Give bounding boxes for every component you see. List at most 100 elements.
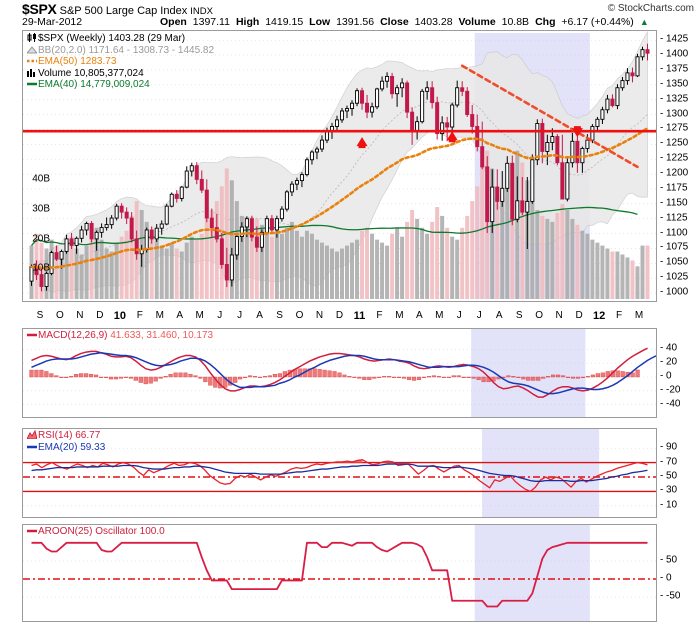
candlestick [144,229,149,251]
candlestick [410,111,415,133]
volume-bar [365,227,370,299]
macd-tick-20: 20 [666,356,678,368]
x-axis-label-13: O [295,310,304,321]
macd-histogram-bar [471,376,476,379]
macd-histogram-bar [133,376,138,381]
candlestick [430,87,435,104]
macd-histogram-bar [496,376,501,380]
symbol-description: S&P 500 Large Cap Index [59,5,188,17]
macd-histogram-bar [630,372,635,378]
volume-tick-40B: 40B [32,173,50,185]
volume-bar [445,227,450,299]
candlestick [214,227,219,240]
volume-bar [545,218,550,299]
candlestick [600,109,605,120]
macd-histogram-bar [327,370,332,378]
price-tickmark: - [660,48,664,60]
x-axis-label-11: A [256,310,263,321]
x-axis-label-26: N [555,310,563,321]
x-axis-label-28: 12 [592,310,606,322]
macd-tick-40: 40 [666,342,678,354]
volume-bar [410,209,415,299]
volume-bar [119,236,124,299]
price-tick-1000: 1000 [666,286,689,298]
candlestick [390,75,395,95]
volume-bar [269,236,274,299]
macd-histogram-bar [511,376,516,378]
x-axis-label-5: F [136,310,143,321]
macd-histogram-bar [233,376,238,383]
macd-histogram-bar [446,376,451,379]
macd-histogram-bar [531,376,536,381]
candlestick [455,87,460,106]
volume-bar [470,201,475,299]
candlestick [304,159,309,176]
price-tick-1175: 1175 [666,182,688,194]
volume-bar [615,251,620,299]
macd-histogram-bar [436,376,441,378]
candlestick [420,90,425,123]
volume-bar [89,233,94,299]
volume-bar [580,230,585,299]
descending-dashed-trendline [460,64,639,169]
rsi-legend: RSI(14) 66.77 EMA(20) 59.33 [27,430,105,453]
candlestick [570,140,575,164]
volume-bar [129,215,134,299]
rsi-plot-area [23,429,656,517]
macd-histogram-bar [29,369,34,378]
aroon-panel: AROON(25) Oscillator 100.0 [22,524,657,622]
solid-line-icon [27,442,38,451]
price-tickmark: - [660,78,664,90]
candlestick [635,56,640,77]
macd-histogram-bar [59,376,64,379]
price-tickmark: - [660,122,664,134]
price-legend-text-3: Volume 10,805,377,024 [38,67,144,79]
price-panel: $SPX (Weekly) 1403.28 (29 Mar) BB(20,2.0)… [22,30,657,302]
macd-histogram-bar [69,376,74,378]
quote-date: 29-Mar-2012 [22,16,83,28]
volume-tick-10B: 10B [32,262,50,274]
macd-histogram-bar [456,375,461,378]
price-tickmark: - [660,152,664,164]
macd-histogram-bar [252,376,258,378]
volume-bar [360,230,365,299]
candlestick [294,180,299,185]
candlestick [340,110,345,121]
macd-histogram-bar [466,376,471,379]
volume-bar [460,227,465,299]
x-axis-label-19: A [416,310,423,321]
candlestick [284,191,289,210]
macd-histogram-bar [247,375,253,378]
candlestick [470,114,475,127]
macd-histogram-bar [620,371,625,378]
volume-bar [390,233,395,299]
volume-bar [340,248,345,299]
volume-bar [189,236,194,299]
candlestick [164,205,169,225]
volume-bar [575,224,580,299]
quote-label-open: Open [160,16,187,28]
x-axis-label-12: S [276,310,283,321]
change-up-triangle-icon: ▲ [639,17,649,27]
macd-histogram-bar [506,375,511,378]
x-axis-label-4: 10 [113,310,126,322]
rsi-legend-text-1: EMA(20) 59.33 [38,441,106,453]
rsi-ema-20-of-rsi-line [31,463,648,482]
volume-bar [264,233,269,299]
candlestick [79,229,84,239]
candlestick [530,159,535,202]
candlestick [565,162,570,200]
macd-histogram-bar [615,370,620,378]
macd-histogram-bar [406,376,412,380]
candlestick [525,200,530,213]
volume-bar [99,239,104,299]
rsi-tick-90: 90 [666,441,678,453]
macd-histogram-bar [411,376,417,381]
volume-bar [355,239,360,299]
quote-value-chg: +6.17 (+0.44%) [561,16,634,28]
price-tick-1150: 1150 [666,197,688,209]
macd-histogram-bar [98,376,104,379]
candlestick [625,72,630,82]
volume-bar [440,215,445,299]
candlestick [640,49,645,58]
